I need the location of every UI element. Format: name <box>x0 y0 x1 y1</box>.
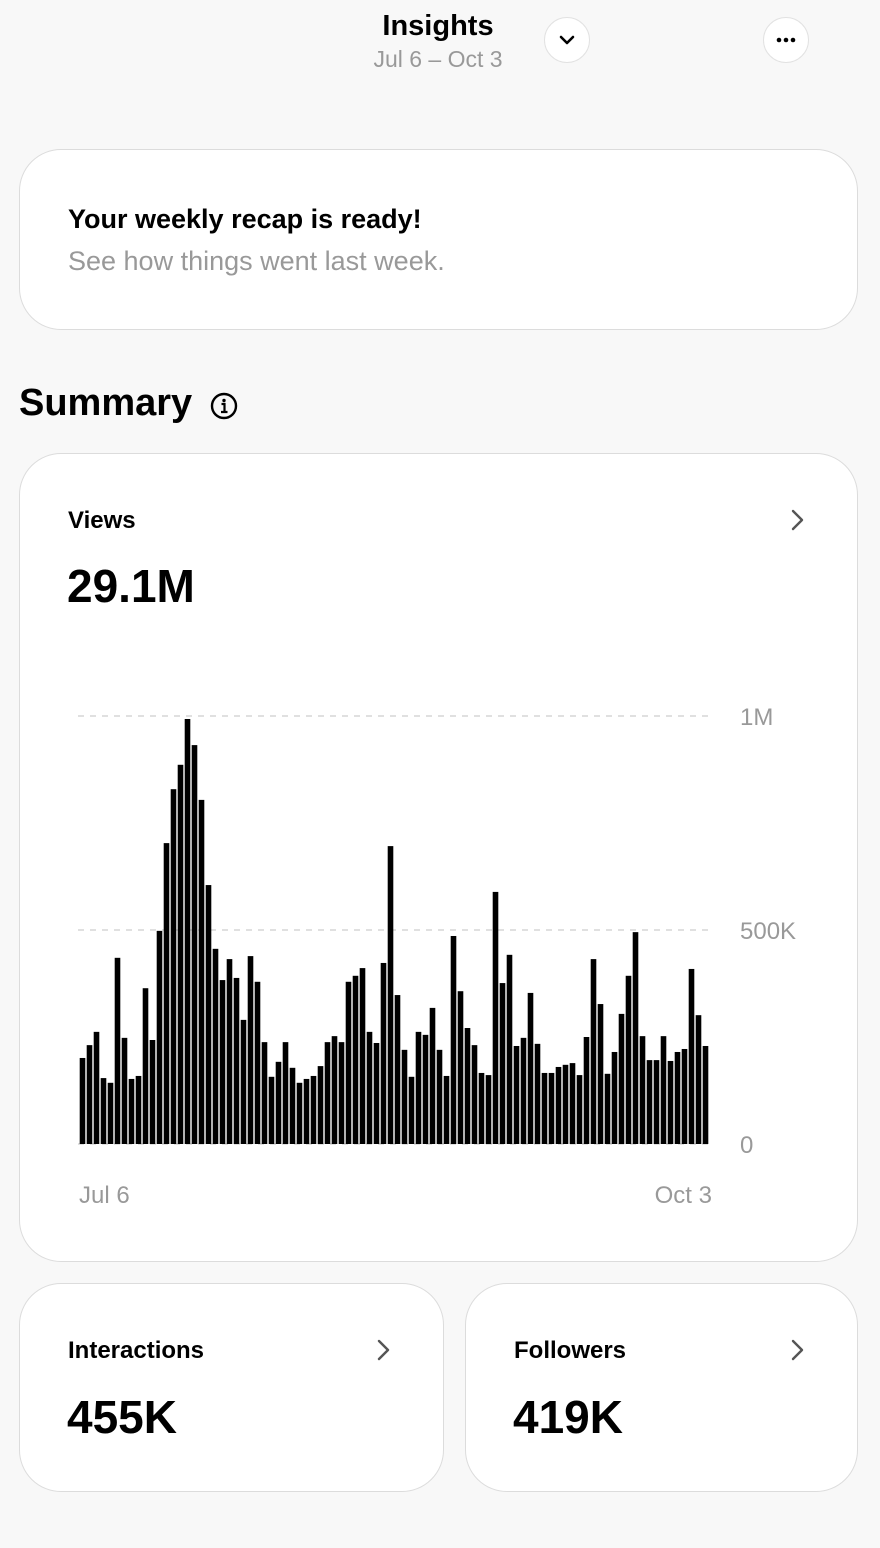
date-range: Jul 6 – Oct 3 <box>373 46 503 72</box>
followers-card[interactable]: Followers 419K <box>465 1283 858 1492</box>
info-icon[interactable] <box>209 391 239 421</box>
views-label: Views <box>68 507 136 534</box>
chevron-down-icon <box>559 35 575 45</box>
chevron-right-icon <box>791 509 804 531</box>
interactions-label: Interactions <box>68 1337 205 1364</box>
interactions-card[interactable]: Interactions 455K <box>19 1283 444 1492</box>
section-title: Summary <box>19 382 193 424</box>
recap-card[interactable]: Your weekly recap is ready! See how thin… <box>19 149 858 330</box>
more-icon <box>776 37 796 43</box>
views-value: 29.1M <box>67 560 195 612</box>
recap-subtitle: See how things went last week. <box>68 246 445 276</box>
interactions-value: 455K <box>67 1391 177 1443</box>
followers-label: Followers <box>514 1337 627 1364</box>
dropdown-button[interactable] <box>544 17 590 63</box>
followers-value: 419K <box>513 1391 623 1443</box>
recap-title: Your weekly recap is ready! <box>68 204 422 234</box>
views-card[interactable]: Views 29.1M <box>19 453 858 1262</box>
chevron-right-icon <box>791 1339 804 1361</box>
more-button[interactable] <box>763 17 809 63</box>
chevron-right-icon <box>377 1339 390 1361</box>
page-title: Insights <box>382 10 494 42</box>
